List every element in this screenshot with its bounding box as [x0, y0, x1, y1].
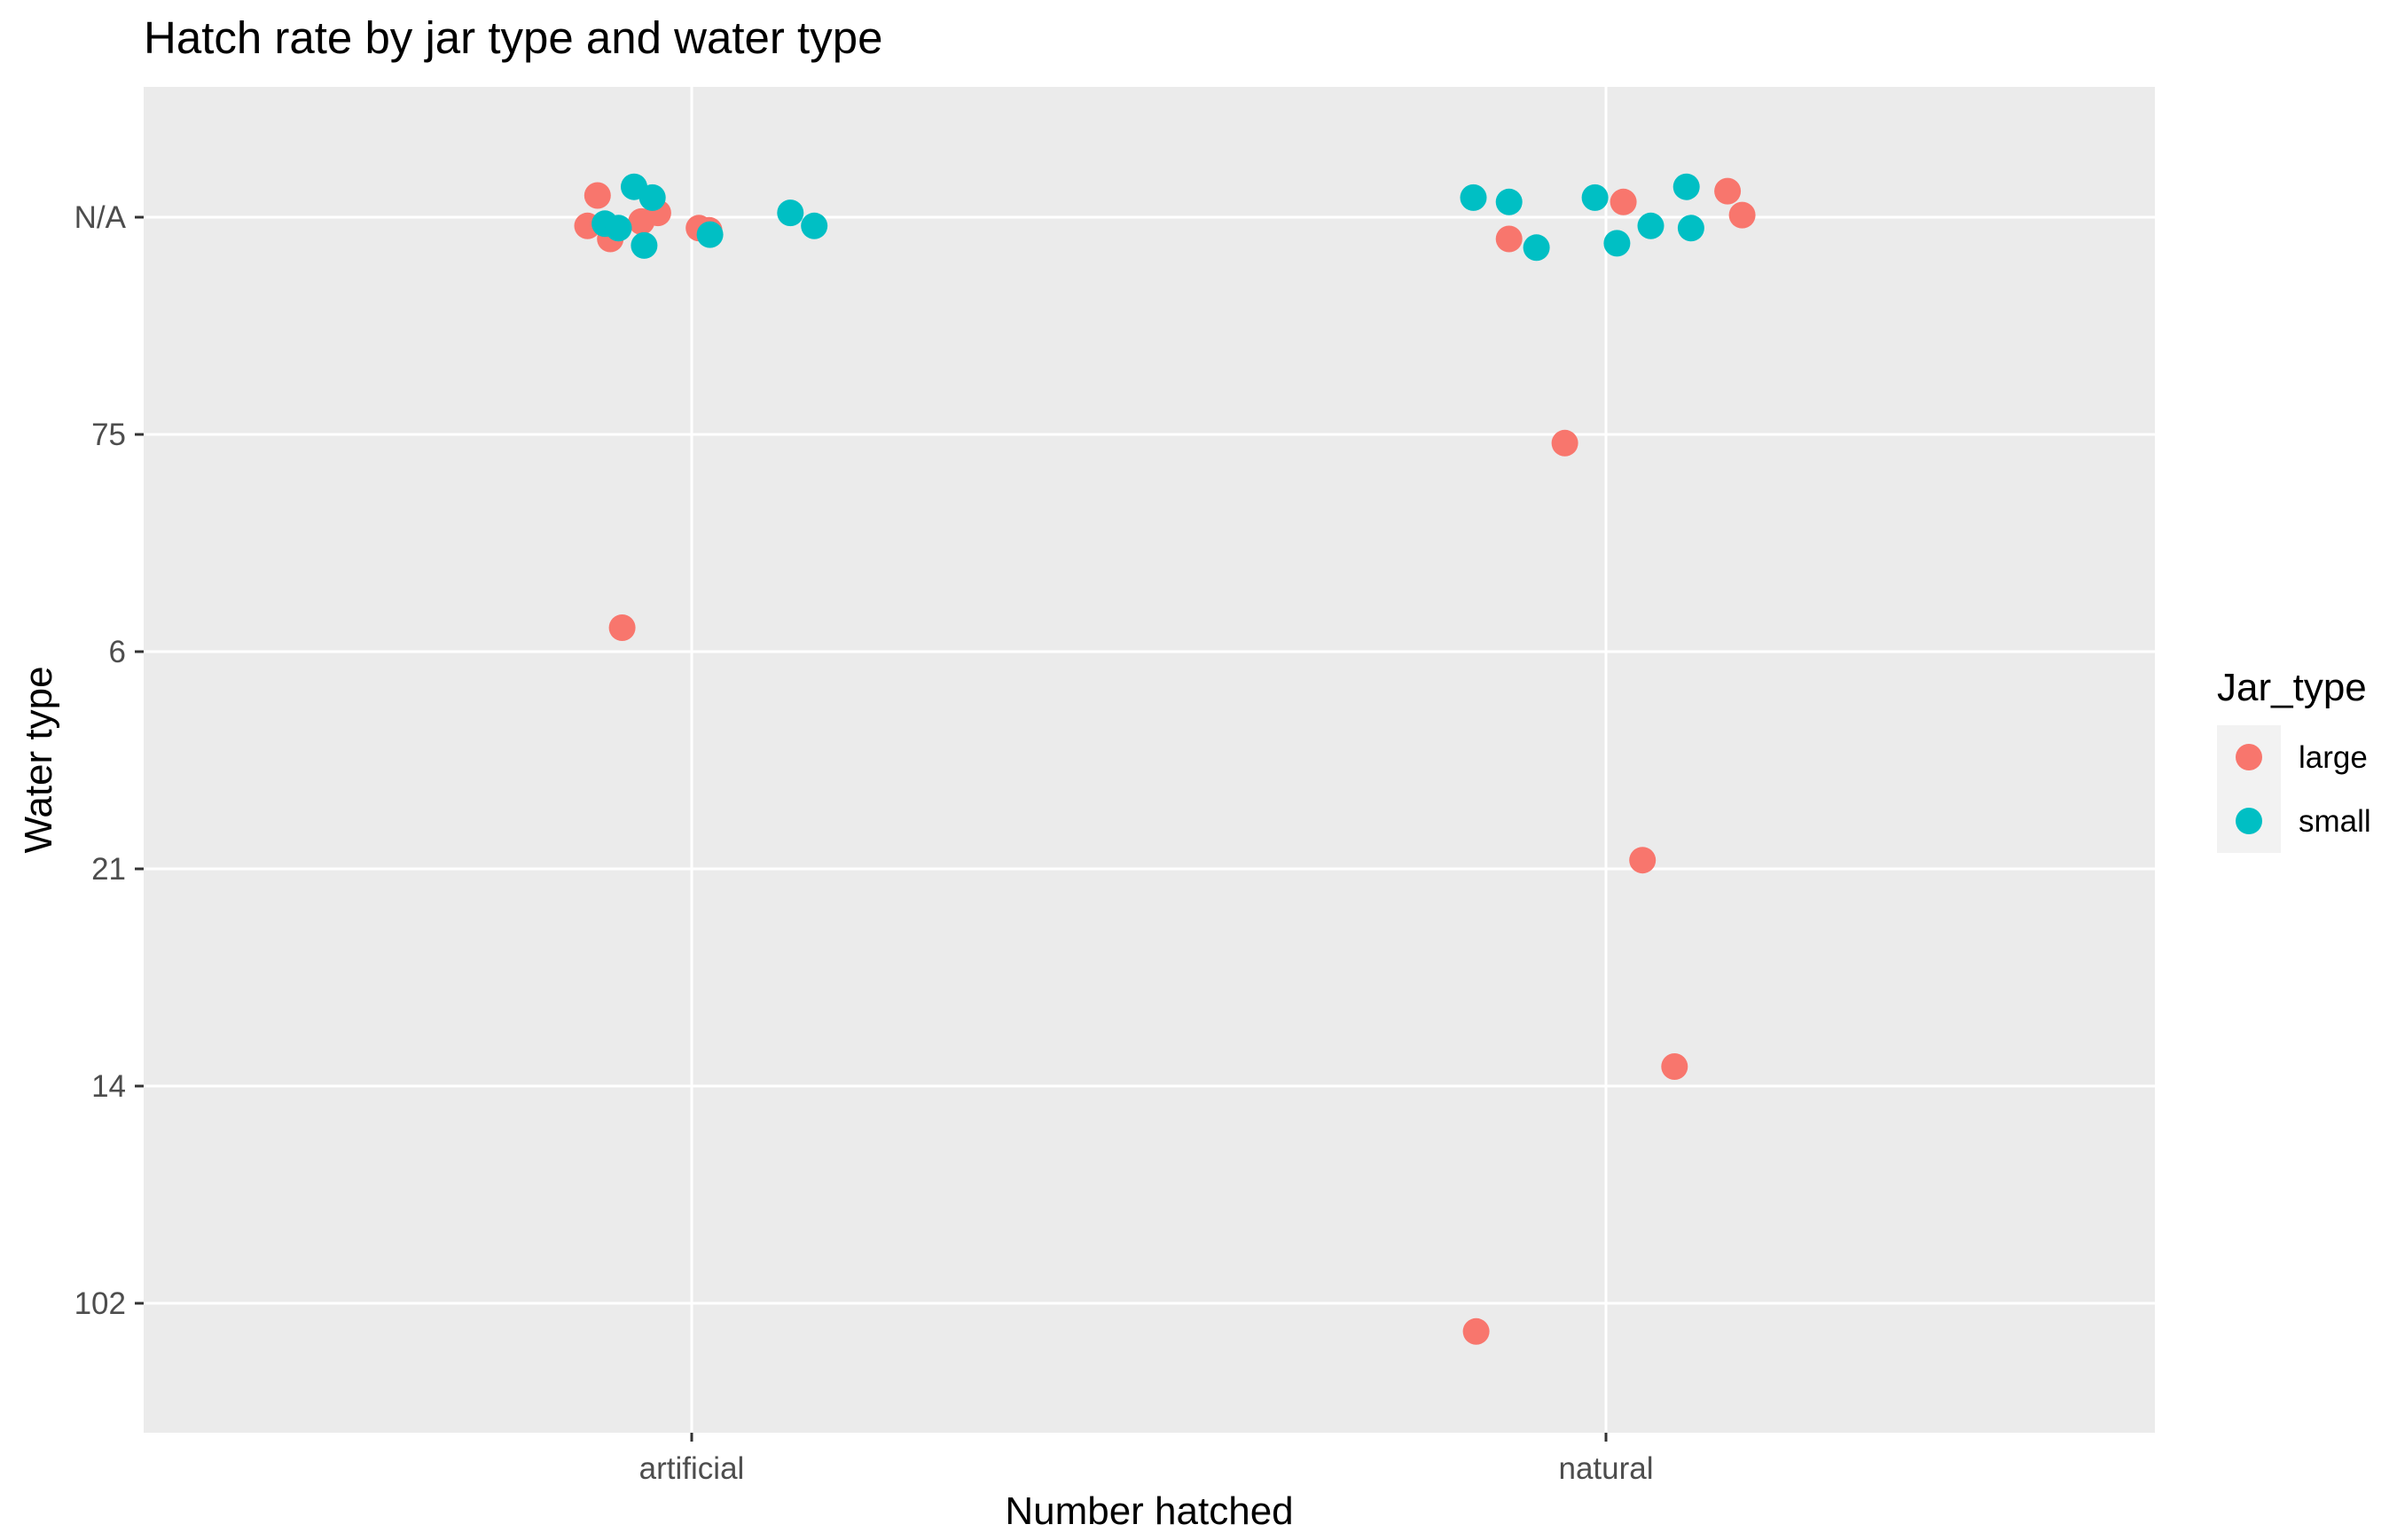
data-point-small [1581, 184, 1609, 211]
data-point-small [1672, 173, 1700, 200]
data-point-large [1728, 201, 1756, 229]
y-tick-label: 14 [91, 1069, 126, 1104]
y-tick-label: 6 [109, 635, 126, 669]
legend: Jar_type large small [2217, 666, 2371, 853]
data-point-small [1677, 215, 1704, 242]
data-point-small [605, 215, 632, 242]
y-tick-label: 102 [74, 1286, 126, 1321]
legend-key-large [2236, 744, 2262, 770]
x-axis-title: Number hatched [1005, 1489, 1293, 1533]
y-tick-label: N/A [74, 200, 127, 235]
data-point-large [1629, 847, 1657, 874]
data-point-large [1661, 1053, 1688, 1080]
grid-lines [144, 87, 2155, 1433]
data-point-small [631, 231, 658, 259]
x-tick-label: artificial [639, 1451, 745, 1486]
y-tick-label: 75 [91, 418, 126, 452]
data-point-small [801, 212, 828, 239]
y-axis-title: Water type [17, 666, 60, 853]
data-point-large [1551, 429, 1578, 457]
legend-title: Jar_type [2217, 666, 2367, 709]
data-point-small [1637, 212, 1665, 239]
data-points [574, 173, 1756, 1345]
plot-panel [144, 87, 2155, 1433]
data-point-small [1603, 230, 1631, 257]
legend-entries: large small [2236, 740, 2371, 839]
legend-label-large: large [2299, 740, 2368, 775]
y-tick-label: 21 [91, 852, 126, 887]
data-point-large [1462, 1317, 1490, 1345]
data-point-large [1495, 225, 1523, 253]
data-point-small [777, 199, 804, 227]
data-point-small [1495, 188, 1523, 215]
y-axis-ticks: N/A 75 6 21 14 102 [74, 200, 144, 1321]
chart-title: Hatch rate by jar type and water type [144, 12, 882, 63]
data-point-large [1714, 177, 1742, 205]
data-point-small [696, 221, 724, 248]
x-tick-label: natural [1558, 1451, 1653, 1486]
data-point-small [638, 184, 666, 211]
data-point-large [1610, 188, 1637, 215]
x-axis-ticks: artificial natural [639, 1433, 1654, 1486]
data-point-small [1460, 184, 1487, 211]
legend-label-small: small [2299, 804, 2371, 839]
data-point-large [608, 614, 636, 641]
data-point-small [1523, 234, 1550, 262]
legend-key-small [2236, 808, 2262, 834]
data-point-large [584, 182, 611, 209]
